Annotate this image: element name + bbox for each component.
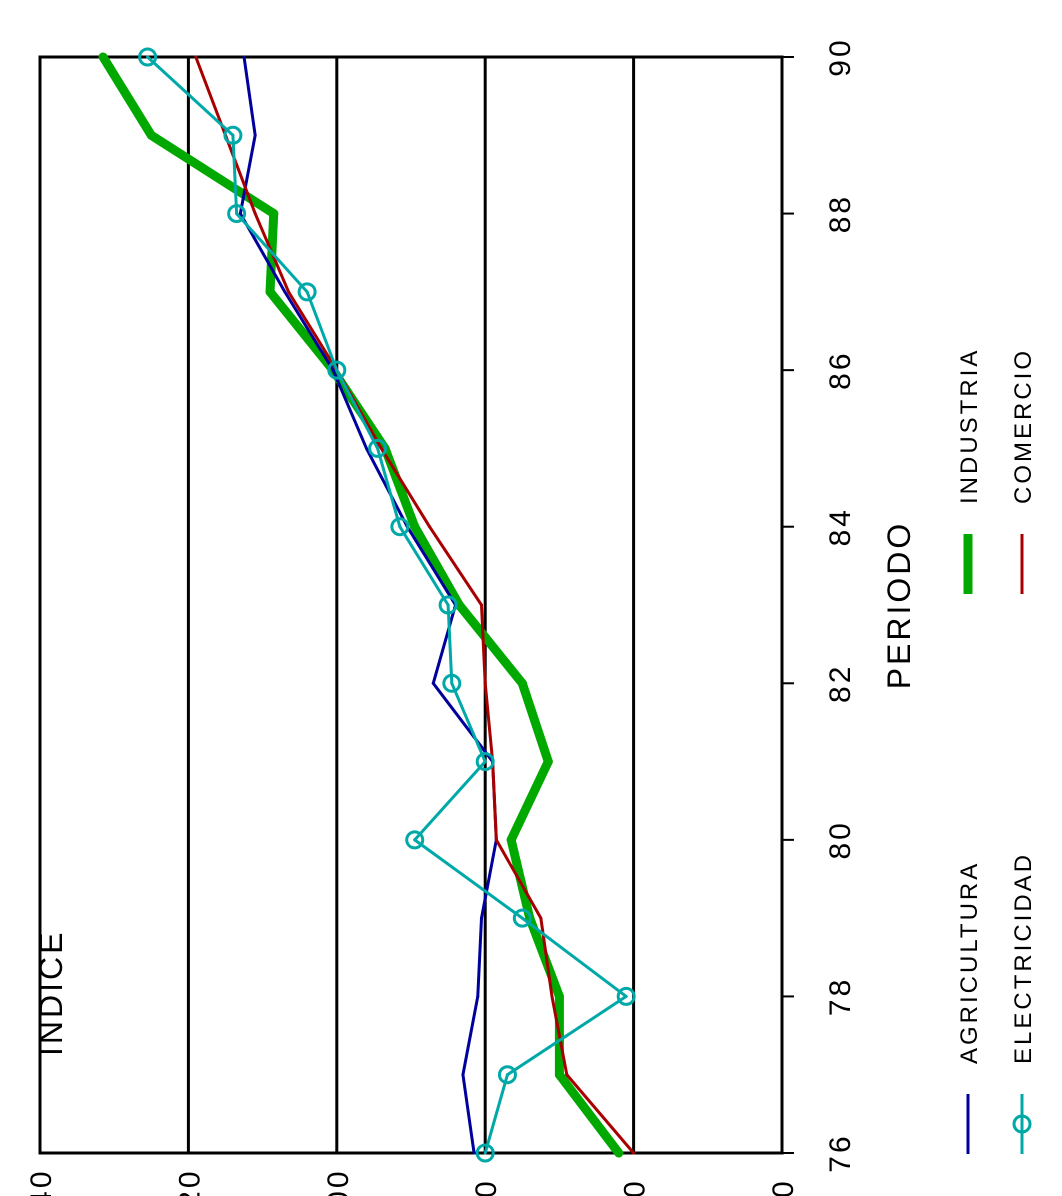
line-segment: [231, 133, 239, 216]
y-tick-label: 80: [470, 1178, 503, 1196]
data-point: [616, 986, 636, 1006]
legend-label: COMERCIO: [1010, 348, 1037, 504]
line-segment: [431, 603, 458, 685]
data-point: [138, 47, 158, 67]
data-point: [497, 1065, 517, 1085]
data-point: [475, 1143, 495, 1163]
line-segment: [506, 757, 553, 845]
line-segment: [446, 603, 454, 685]
line-segment: [479, 603, 487, 685]
line-segment: [376, 446, 402, 529]
y-tick-label: 120: [173, 1168, 206, 1196]
line-segment: [331, 368, 368, 450]
line-segment: [461, 994, 480, 1077]
line-segment: [410, 522, 464, 610]
x-tick-label: 90: [824, 37, 857, 76]
data-point: [327, 360, 347, 380]
data-point: [368, 438, 388, 458]
line-segment: [305, 290, 339, 372]
legend-label: AGRICULTURA: [956, 861, 983, 1064]
line-segment: [364, 446, 409, 529]
line-segment: [413, 838, 524, 920]
line-segment: [554, 1070, 624, 1158]
line-segment: [146, 55, 235, 137]
data-point: [223, 125, 243, 145]
legend-item-industria: INDUSTRIA: [956, 348, 983, 594]
y-axis-title: INDICE: [33, 930, 69, 1056]
data-point: [438, 595, 458, 615]
legend-item-electricidad: ELECTRICIDAD: [1010, 852, 1037, 1154]
legend-item-comercio: COMERCIO: [1010, 348, 1037, 594]
tick-labels: 76 78 80 82 84 86 88 90 40 60 80 100 120 140: [25, 37, 857, 1196]
y-tick-label: 40: [767, 1178, 800, 1196]
x-axis-title: PERIODO: [881, 521, 917, 690]
line-segment: [506, 835, 535, 923]
y-tick-label: 140: [25, 1168, 58, 1196]
data-point: [475, 752, 495, 772]
line-segment: [398, 525, 450, 607]
line-segment: [483, 1073, 509, 1155]
line-segment: [454, 600, 527, 688]
x-tick-label: 84: [824, 507, 857, 546]
line-segment: [379, 446, 432, 529]
legend-label: INDUSTRIA: [956, 348, 983, 504]
line-segment: [491, 760, 498, 842]
x-tick-label: 76: [824, 1133, 857, 1172]
x-tick-label: 86: [824, 350, 857, 389]
x-tick-label: 88: [824, 194, 857, 233]
data-point: [405, 830, 425, 850]
data-point: [512, 908, 532, 928]
data-point: [442, 673, 462, 693]
line-segment: [413, 760, 487, 842]
line-segment: [287, 290, 339, 372]
line-segment: [461, 1073, 476, 1155]
y-tick-label: 100: [322, 1168, 355, 1196]
line-segment: [505, 994, 628, 1077]
legend-marker: [1012, 1114, 1032, 1134]
line-segment: [98, 52, 156, 140]
line-segment: [525, 913, 564, 1001]
plot-area-frame: [38, 55, 784, 1155]
x-tick-label: 82: [824, 664, 857, 703]
line-segment: [235, 212, 309, 294]
data-point: [297, 282, 317, 302]
line-segment: [242, 55, 257, 137]
line-segment: [428, 525, 483, 607]
line-segment: [539, 916, 554, 998]
x-tick-label: 80: [824, 820, 857, 859]
line-segment: [450, 681, 487, 764]
series-electricidad: [138, 47, 636, 1163]
line-segment: [431, 681, 495, 764]
series-agricultura: [238, 55, 498, 1155]
line-segment: [224, 133, 257, 216]
series-industria: [98, 52, 624, 1158]
line-segment: [550, 994, 569, 1077]
line-segment: [517, 678, 553, 767]
line-segment: [483, 681, 495, 764]
series-group: [98, 47, 636, 1163]
line-segment: [479, 838, 498, 920]
legend-label: ELECTRICIDAD: [1010, 852, 1037, 1064]
line-segment: [335, 368, 380, 450]
line-segment: [565, 1073, 636, 1155]
x-tick-label: 78: [824, 977, 857, 1016]
legend: AGRICULTURA INDUSTRIA ELECTRICIDAD COMERCIO: [956, 348, 1037, 1154]
line-segment: [283, 290, 335, 372]
y-tick-label: 60: [619, 1178, 652, 1196]
line-segment: [520, 916, 628, 998]
line-segment: [238, 133, 257, 216]
line-segment: [146, 130, 279, 219]
line-segment: [494, 838, 543, 920]
line-segment: [476, 916, 483, 998]
data-point: [227, 204, 247, 224]
legend-item-agricultura: AGRICULTURA: [956, 861, 983, 1154]
line-segment: [265, 287, 338, 375]
gridlines: [186, 57, 636, 1153]
line-segment: [405, 525, 458, 607]
data-point: [390, 517, 410, 537]
